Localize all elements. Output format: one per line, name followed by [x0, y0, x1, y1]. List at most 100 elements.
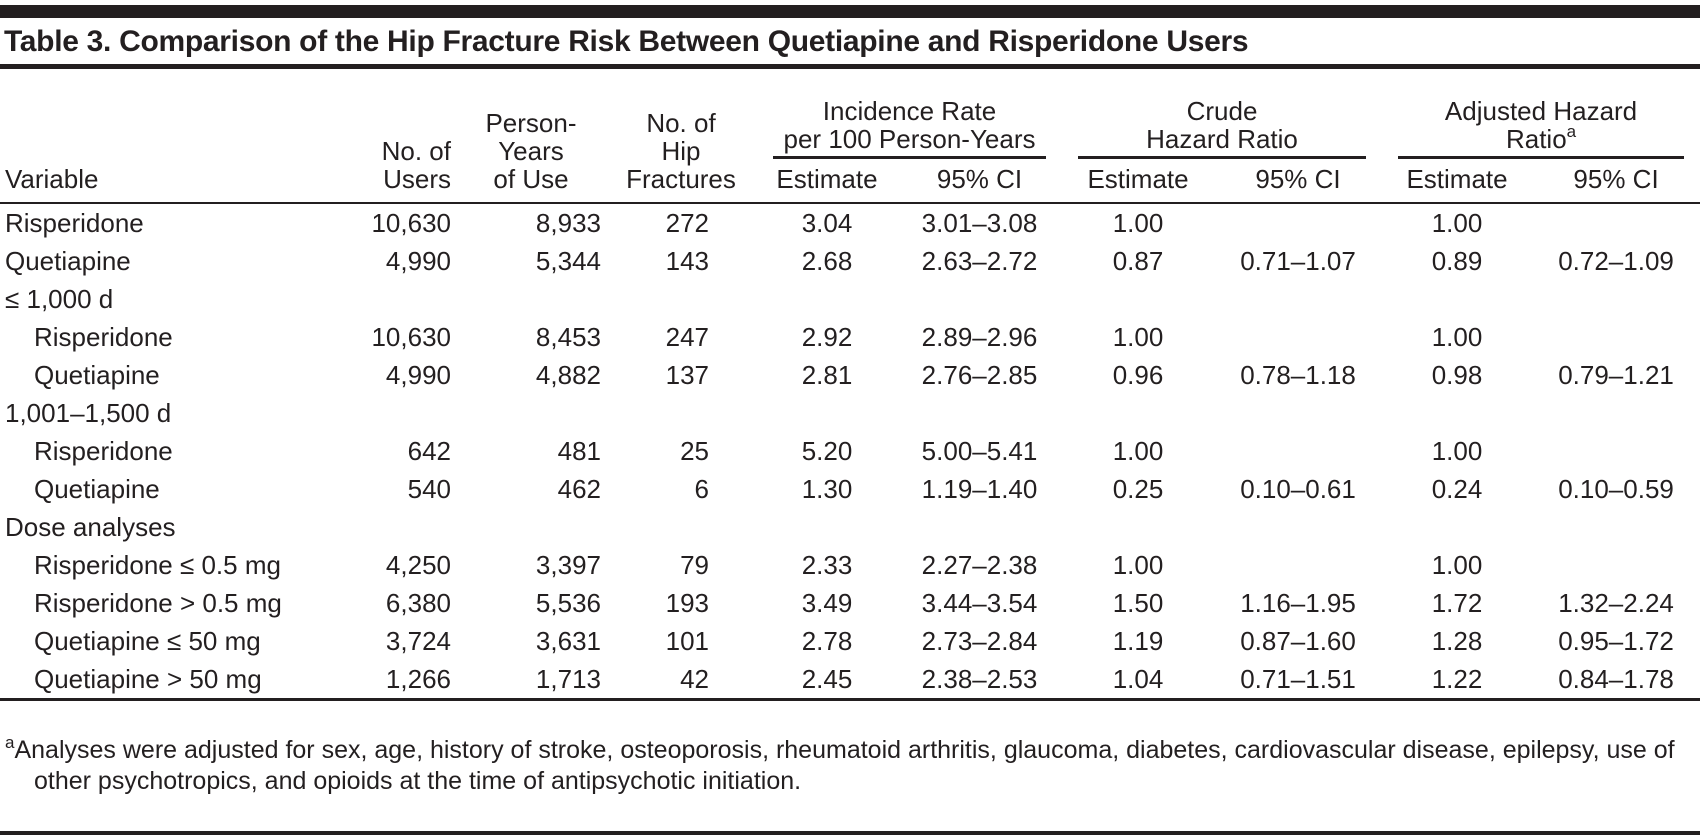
footnote-marker: a: [5, 732, 15, 752]
cell-variable: ≤ 1,000 d: [5, 284, 114, 314]
cell-crude-estimate: [1062, 280, 1214, 318]
header-person-years: Person- Years of Use: [485, 108, 577, 194]
cell-person-years: 5,344: [535, 246, 601, 276]
cell-variable: Risperidone ≤ 0.5 mg: [34, 550, 281, 580]
cell-variable: Risperidone > 0.5 mg: [34, 588, 282, 618]
cell-variable: Quetiapine > 50 mg: [34, 664, 262, 694]
table-body: Risperidone 10,630 8,933 272 3.04 3.01–3…: [0, 203, 1700, 700]
table-footnote: aAnalyses were adjusted for sex, age, hi…: [0, 726, 1700, 806]
cell-person-years: 8,453: [535, 322, 601, 352]
cell-adjusted-estimate: [1382, 394, 1532, 432]
cell-ir-ci: 2.38–2.53: [921, 664, 1038, 694]
header-no-of-users: No. of Users: [381, 136, 451, 194]
cell-crude-ci: 0.10–0.61: [1240, 474, 1356, 504]
cell-ir-estimate: 2.33: [801, 550, 853, 580]
cell-hip-fractures: 137: [665, 360, 709, 390]
footnote-text: Analyses were adjusted for sex, age, his…: [14, 736, 1675, 795]
cell-adjusted-ci: [1532, 394, 1700, 432]
cell-crude-estimate: 1.19: [1112, 626, 1164, 656]
cell-no-of-users: 6,380: [385, 588, 451, 618]
cell-no-of-users: 1,266: [385, 664, 451, 694]
cell-person-years: 3,631: [535, 626, 601, 656]
table-row: Risperidone > 0.5 mg 6,380 5,536 193 3.4…: [0, 584, 1700, 622]
cell-adjusted-ci: 0.95–1.72: [1558, 626, 1674, 656]
header-variable: Variable: [5, 164, 99, 194]
cell-person-years: [457, 280, 605, 318]
cell-ir-ci: [897, 508, 1062, 546]
cell-crude-estimate: 1.04: [1112, 664, 1164, 694]
cell-hip-fractures: [605, 394, 757, 432]
table-row: 1,001–1,500 d: [0, 394, 1700, 432]
cell-crude-ci: 0.87–1.60: [1240, 626, 1356, 656]
cell-adjusted-ci: [1532, 280, 1700, 318]
cell-crude-estimate: 1.00: [1112, 436, 1164, 466]
cell-ir-estimate: 2.81: [801, 360, 853, 390]
header-group-crude-hazard-ratio: Crude Hazard Ratio: [1062, 69, 1382, 159]
cell-ir-ci: 2.27–2.38: [921, 550, 1038, 580]
cell-adjusted-estimate: 1.28: [1431, 626, 1483, 656]
cell-crude-estimate: [1062, 508, 1214, 546]
cell-crude-estimate: 1.00: [1112, 208, 1164, 238]
title-rule: [0, 64, 1700, 69]
table-row: Quetiapine 540 462 6 1.30 1.19–1.40 0.25…: [0, 470, 1700, 508]
cell-variable: Risperidone: [34, 436, 173, 466]
cell-variable: 1,001–1,500 d: [5, 398, 172, 428]
cell-ir-ci: [897, 394, 1062, 432]
cell-person-years: [457, 394, 605, 432]
cell-variable: Risperidone: [5, 208, 144, 238]
cell-ir-estimate: 3.49: [801, 588, 853, 618]
footnote-marker-ref: a: [1566, 122, 1577, 142]
cell-ir-estimate: 5.20: [801, 436, 853, 466]
table-row: Quetiapine 4,990 5,344 143 2.68 2.63–2.7…: [0, 242, 1700, 280]
cell-no-of-users: 3,724: [385, 626, 451, 656]
cell-ir-estimate: [757, 394, 897, 432]
header-adjusted-ci: 95% CI: [1573, 164, 1659, 194]
cell-hip-fractures: 247: [665, 322, 709, 352]
cell-ir-ci: 2.73–2.84: [921, 626, 1038, 656]
cell-person-years: 5,536: [535, 588, 601, 618]
cell-hip-fractures: 143: [665, 246, 709, 276]
header-ir-ci: 95% CI: [936, 164, 1023, 194]
cell-crude-ci: [1214, 394, 1382, 432]
cell-ir-ci: 1.19–1.40: [921, 474, 1038, 504]
table-row: Quetiapine 4,990 4,882 137 2.81 2.76–2.8…: [0, 356, 1700, 394]
cell-person-years: [457, 508, 605, 546]
bottom-rule: [0, 831, 1700, 835]
table-row: Dose analyses: [0, 508, 1700, 546]
cell-person-years: 3,397: [535, 550, 601, 580]
table-row: ≤ 1,000 d: [0, 280, 1700, 318]
cell-ir-ci: 2.76–2.85: [921, 360, 1038, 390]
cell-crude-estimate: 0.87: [1112, 246, 1164, 276]
cell-ir-ci: 3.44–3.54: [921, 588, 1038, 618]
header-group-adjusted-hazard-ratio: Adjusted Hazard Ratioa: [1382, 69, 1700, 159]
cell-crude-estimate: [1062, 394, 1214, 432]
cell-crude-estimate: 1.00: [1112, 550, 1164, 580]
table-row: Risperidone 642 481 25 5.20 5.00–5.41 1.…: [0, 432, 1700, 470]
cell-adjusted-ci: 0.79–1.21: [1558, 360, 1674, 390]
cell-adjusted-ci: 0.84–1.78: [1558, 664, 1674, 694]
cell-crude-ci: 0.71–1.51: [1240, 664, 1356, 694]
cell-crude-estimate: 1.00: [1112, 322, 1164, 352]
cell-crude-ci: [1214, 280, 1382, 318]
cell-variable: Risperidone: [34, 322, 173, 352]
cell-adjusted-ci: 0.10–0.59: [1558, 474, 1674, 504]
cell-ir-estimate: 2.92: [801, 322, 853, 352]
cell-no-of-users: [345, 394, 457, 432]
cell-variable: Quetiapine: [34, 474, 160, 504]
cell-adjusted-ci: 1.32–2.24: [1558, 588, 1674, 618]
cell-ir-ci: 3.01–3.08: [921, 208, 1038, 238]
cell-variable: Quetiapine: [5, 246, 131, 276]
header-ir-estimate: Estimate: [776, 164, 878, 194]
cell-adjusted-estimate: 1.00: [1431, 208, 1483, 238]
cell-no-of-users: 4,250: [385, 550, 451, 580]
cell-variable: Quetiapine ≤ 50 mg: [34, 626, 261, 656]
cell-ir-ci: 2.63–2.72: [921, 246, 1038, 276]
cell-hip-fractures: 272: [665, 208, 709, 238]
cell-no-of-users: 10,630: [371, 208, 451, 238]
cell-no-of-users: [345, 280, 457, 318]
cell-crude-ci: [1214, 546, 1382, 584]
cell-adjusted-ci: [1532, 508, 1700, 546]
cell-person-years: 462: [557, 474, 601, 504]
cell-crude-ci: [1214, 508, 1382, 546]
cell-adjusted-estimate: 1.00: [1431, 436, 1483, 466]
